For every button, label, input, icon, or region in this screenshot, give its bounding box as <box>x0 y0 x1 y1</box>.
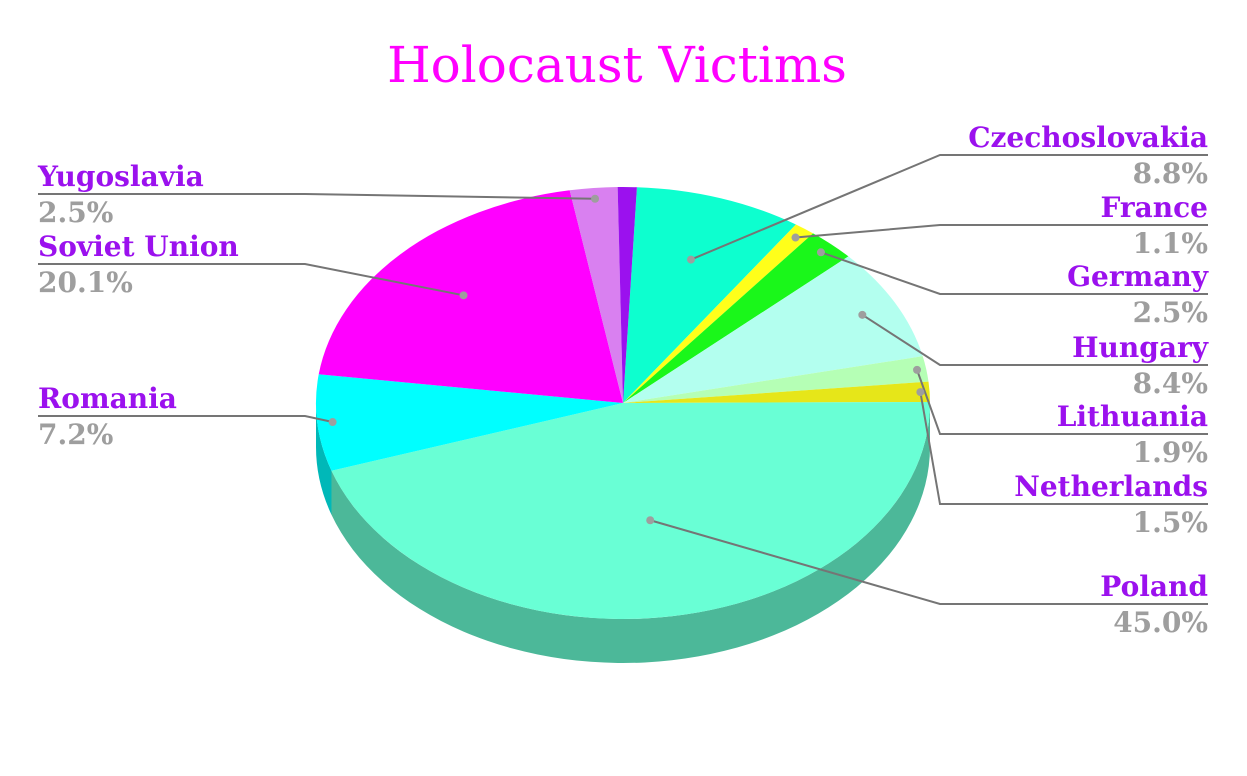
leader-dot-netherlands <box>916 388 925 397</box>
pie-side-romania <box>316 403 332 515</box>
leader-dot-czechoslovakia <box>686 255 695 264</box>
leader-line-france <box>795 224 1208 239</box>
slice-value-czechoslovakia: 8.8% <box>1133 157 1208 190</box>
leader-dot-poland <box>646 516 655 525</box>
leader-line-germany <box>820 251 1208 295</box>
slice-label-france: France <box>1100 191 1208 224</box>
slice-label-lithuania: Lithuania <box>1057 400 1208 433</box>
leader-line-yugoslavia <box>38 193 596 200</box>
slice-value-netherlands: 1.5% <box>1133 506 1208 539</box>
pie-slice-unlabeled <box>617 187 637 403</box>
pie-slice-lithuania <box>623 356 929 403</box>
pie-slice-netherlands <box>623 381 930 403</box>
slice-value-lithuania: 1.9% <box>1133 436 1208 469</box>
pie-side-poland <box>331 403 930 664</box>
slice-label-poland: Poland <box>1100 570 1208 603</box>
slice-value-poland: 45.0% <box>1113 606 1208 639</box>
leader-line-poland <box>649 519 1208 605</box>
slice-label-netherlands: Netherlands <box>1014 470 1208 503</box>
leader-line-lithuania <box>916 369 1208 435</box>
chart-title: Holocaust Victims <box>387 36 847 94</box>
slice-label-czechoslovakia: Czechoslovakia <box>968 121 1208 154</box>
leader-dot-france <box>791 233 800 242</box>
pie-slice-france <box>623 224 814 403</box>
leader-dot-germany <box>816 248 825 257</box>
slice-value-soviet-union: 20.1% <box>38 266 133 299</box>
leader-line-netherlands <box>919 391 1208 505</box>
leader-dot-hungary <box>858 310 867 319</box>
leader-dot-yugoslavia <box>591 194 600 203</box>
leader-line-hungary <box>861 313 1208 366</box>
pie-slice-soviet-union <box>318 190 623 403</box>
leader-line-czechoslovakia <box>690 154 1208 261</box>
pie-slice-poland <box>331 401 931 620</box>
slice-label-yugoslavia: Yugoslavia <box>37 160 204 193</box>
pie-sides <box>316 403 930 664</box>
slice-value-germany: 2.5% <box>1133 296 1208 329</box>
pie-tops <box>315 187 931 620</box>
slice-label-hungary: Hungary <box>1072 331 1209 364</box>
slice-value-romania: 7.2% <box>38 418 113 451</box>
slice-label-romania: Romania <box>38 382 177 415</box>
slice-label-soviet-union: Soviet Union <box>38 230 239 263</box>
slice-value-yugoslavia: 2.5% <box>38 196 113 229</box>
pie-slice-czechoslovakia <box>623 187 796 403</box>
slice-labels: Czechoslovakia8.8%France1.1%Germany2.5%H… <box>37 121 1209 639</box>
leader-line-soviet-union <box>38 263 464 297</box>
pie-slice-hungary <box>623 256 923 403</box>
leader-lines <box>38 154 1208 605</box>
leader-dot-soviet-union <box>459 291 468 300</box>
slice-label-germany: Germany <box>1067 260 1209 293</box>
leader-line-romania <box>38 415 333 424</box>
pie-slice-romania <box>315 374 623 471</box>
slice-value-hungary: 8.4% <box>1133 367 1208 400</box>
leader-dot-romania <box>328 418 337 427</box>
slice-value-france: 1.1% <box>1133 227 1208 260</box>
pie-slice-germany <box>623 233 849 403</box>
pie-slice-yugoslavia <box>569 187 623 403</box>
leader-dot-lithuania <box>913 365 922 374</box>
